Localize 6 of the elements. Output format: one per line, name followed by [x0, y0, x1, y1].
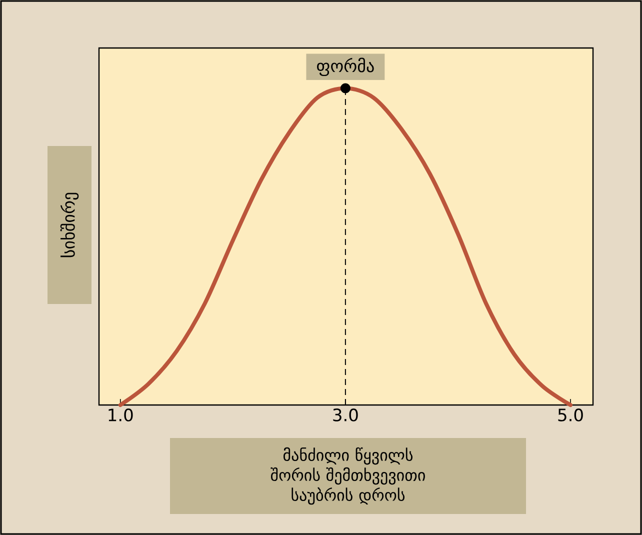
x-tick-label: 3.0	[333, 408, 358, 422]
x-tick-label: 1.0	[108, 408, 133, 422]
x-axis-title: მანძილი წყვილს შორის შემთხვევითი საუბრის დროს	[270, 447, 425, 505]
annotation: ფორმა	[317, 58, 374, 76]
y-axis-title: სიხშირე	[60, 192, 79, 258]
x-tick-label: 5.0	[558, 408, 583, 422]
